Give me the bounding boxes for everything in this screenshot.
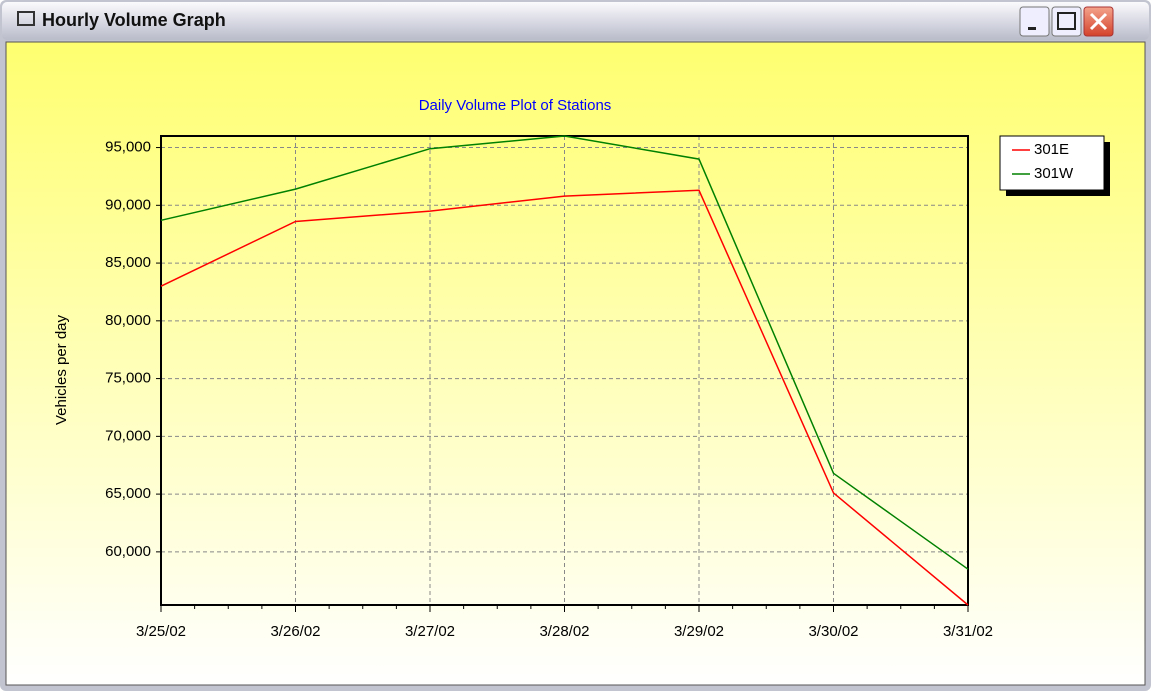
maximize-icon xyxy=(1057,12,1076,30)
y-tick-label: 90,000 xyxy=(105,196,151,213)
x-tick-label: 3/28/02 xyxy=(539,623,589,640)
legend-label: 301E xyxy=(1034,141,1069,158)
y-tick-label: 70,000 xyxy=(105,427,151,444)
maximize-button[interactable] xyxy=(1051,6,1082,37)
legend-label: 301W xyxy=(1034,165,1074,182)
window-title: Hourly Volume Graph xyxy=(42,10,226,30)
y-axis-label: Vehicles per day xyxy=(53,314,70,425)
x-tick-label: 3/26/02 xyxy=(270,623,320,640)
title-bar xyxy=(2,2,1149,40)
y-tick-label: 65,000 xyxy=(105,485,151,502)
chart-background xyxy=(5,41,1146,686)
x-tick-label: 3/30/02 xyxy=(808,623,858,640)
close-icon xyxy=(1089,12,1108,31)
x-tick-label: 3/29/02 xyxy=(674,623,724,640)
minimize-icon xyxy=(1028,27,1036,30)
series-line xyxy=(160,135,969,570)
legend xyxy=(999,135,1105,191)
x-tick-label: 3/31/02 xyxy=(943,623,993,640)
y-tick-label: 85,000 xyxy=(105,254,151,271)
y-tick-label: 75,000 xyxy=(105,370,151,387)
y-tick-label: 60,000 xyxy=(105,543,151,560)
x-tick-label: 3/25/02 xyxy=(136,623,186,640)
minimize-button[interactable] xyxy=(1019,6,1050,37)
series-line xyxy=(160,189,969,606)
chart-title: Daily Volume Plot of Stations xyxy=(419,97,612,114)
x-tick-label: 3/27/02 xyxy=(405,623,455,640)
y-tick-label: 80,000 xyxy=(105,312,151,329)
window-icon xyxy=(17,11,35,26)
y-tick-label: 95,000 xyxy=(105,139,151,156)
